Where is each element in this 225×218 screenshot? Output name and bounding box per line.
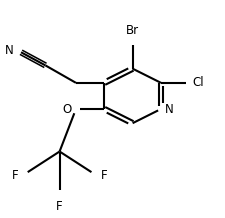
Text: Cl: Cl [192, 76, 203, 89]
Text: N: N [4, 44, 13, 57]
Text: Br: Br [126, 24, 139, 37]
Text: O: O [63, 102, 72, 116]
Text: F: F [100, 169, 107, 182]
Text: F: F [12, 169, 18, 182]
Text: F: F [56, 200, 63, 213]
Text: N: N [164, 102, 173, 116]
